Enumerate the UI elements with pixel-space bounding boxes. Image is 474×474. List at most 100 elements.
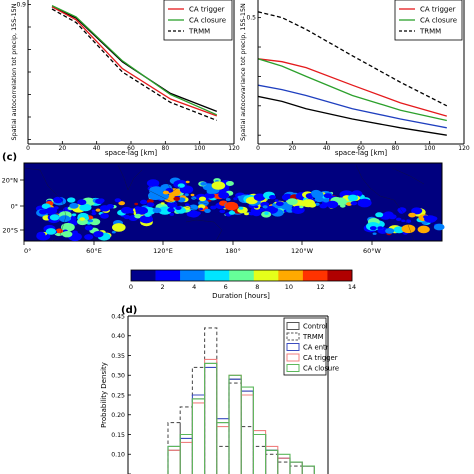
map-blob-309	[190, 193, 195, 197]
map-blob-86	[79, 217, 85, 221]
map-blob-280	[323, 193, 332, 199]
map-blob-78	[88, 219, 94, 223]
colorbar-segment-3	[204, 270, 230, 281]
panel-b-series-line-1	[258, 84, 447, 129]
map-blob-368	[421, 221, 427, 225]
map-blob-155	[167, 201, 178, 208]
panel-c-xtick-label-2: 120°E	[153, 247, 173, 255]
map-blob-339	[417, 225, 430, 234]
map-blob-354	[375, 212, 384, 218]
colorbar-frame	[130, 269, 353, 282]
map-blob-84	[139, 215, 153, 224]
panel-b-legend-label-2: CA trigger	[420, 6, 456, 14]
panel-d-legend: Control TRMM CA entr CA trigger CA closure	[283, 317, 339, 376]
panel-b-xticks: 0 20 40 60 80 100 120	[256, 141, 470, 152]
panel-a-lines	[51, 5, 218, 122]
colorbar-segment-2	[180, 270, 205, 281]
colorbar-tick-label-5: 10	[285, 283, 293, 291]
map-blob-310	[205, 193, 215, 199]
panel-d-legend-label-3: CA trigger	[303, 354, 338, 362]
panel-a-series-line-0	[51, 6, 218, 113]
map-blob-62	[95, 198, 104, 204]
map-blob-390	[45, 228, 57, 235]
panel-d-ytick-label-3: 0.20	[111, 412, 125, 419]
map-blob-177	[258, 208, 265, 212]
map-blob-253	[346, 202, 353, 206]
panel-b-xtick-label-4: 80	[392, 145, 400, 152]
map-blob-206	[252, 210, 261, 217]
map-blob-32	[95, 208, 101, 212]
map-blob-148	[186, 211, 195, 217]
map-blob-288	[347, 194, 359, 201]
panel-c-xtick-label-4: 120°W	[291, 247, 314, 255]
panel-a-legend-label-1: CA trigger	[189, 6, 225, 14]
panel-a-xtick-label-1: 20	[59, 145, 67, 152]
panel-d-step-series-1	[167, 327, 315, 474]
map-blob-0	[91, 211, 97, 216]
panel-c-coastlines	[23, 164, 425, 242]
panel-a-legend-entries: CA trigger CA closure TRMM	[168, 6, 226, 36]
panel-d-legend-swatch-2	[286, 343, 300, 351]
panel-d-legend-label-2: CA entr	[303, 344, 329, 352]
colorbar-segment-6	[278, 270, 304, 281]
map-blob-88	[77, 199, 87, 206]
panel-c-xtick-label-3: 180°	[225, 247, 241, 255]
map-blob-189	[204, 208, 211, 213]
panel-c-ytick-label-0: 20°N	[2, 177, 19, 185]
panel-b-series-line-2	[258, 58, 447, 117]
map-blob-210	[264, 211, 269, 215]
panel-b-xlabel: space-lag [km]	[335, 149, 388, 157]
map-blob-52	[49, 214, 60, 221]
map-blob-386	[111, 231, 116, 234]
panel-c-colorbar: 0 2 4 6 8 10 12 14 Duration [hours]	[129, 269, 356, 300]
map-blob-73	[140, 199, 148, 205]
map-blob-69	[71, 213, 77, 217]
map-blob-82	[39, 209, 48, 215]
map-blob-65	[91, 209, 96, 213]
map-blob-374	[84, 225, 93, 231]
map-blob-366	[385, 228, 395, 234]
map-blob-14	[118, 201, 125, 206]
colorbar-segment-0	[131, 270, 156, 281]
colorbar-ticks: 0 2 4 6 8 10 12 14	[129, 283, 356, 291]
map-blob-63	[69, 202, 79, 209]
panel-d-ylabel: Probability Density	[100, 362, 108, 428]
panel-c-xticks: 0° 60°E 120°E 180° 120°W 60°W	[23, 241, 382, 255]
map-blob-229	[219, 209, 226, 214]
colorbar-segment-1	[155, 270, 181, 281]
map-blob-83	[121, 206, 132, 214]
panel-b-xtick-label-5: 100	[424, 145, 436, 152]
panel-a-series-line-1	[51, 6, 218, 117]
map-blob-367	[424, 215, 437, 223]
panel-d-ytick-label-7: 0.40	[111, 333, 125, 340]
map-blob-391	[61, 231, 73, 238]
panel-a-legend-label-3: TRMM	[188, 28, 210, 36]
map-blob-212	[267, 208, 272, 211]
map-blob-227	[173, 196, 180, 201]
panel-a-xtick-label-5: 100	[194, 145, 206, 152]
panel-d-steps	[167, 327, 315, 474]
panel-c-label: (c)	[2, 152, 17, 163]
map-blob-64	[100, 213, 109, 219]
panel-a-ylabel: Spatial autocorrelation tot precip, 15S-…	[10, 3, 18, 140]
panel-d-ytick-label-2: 0.15	[111, 432, 125, 439]
panel-d-legend-entries: Control TRMM CA entr CA trigger CA closure	[286, 322, 339, 373]
panel-b-ylabel: Spatial autocovariance tot precip, 15S-1…	[239, 3, 247, 141]
map-blob-71	[114, 198, 122, 203]
map-blob-358	[408, 212, 416, 218]
panel-b-series-line-3	[258, 58, 447, 122]
map-blob-145	[152, 207, 162, 214]
map-blob-392	[93, 231, 104, 238]
panel-a-xtick-label-3: 60	[127, 145, 135, 152]
panel-b-legend-label-3: CA closure	[420, 17, 457, 25]
panel-b-series-line-4	[258, 11, 448, 107]
colorbar-tick-label-7: 14	[348, 283, 356, 291]
map-blob-319	[184, 193, 189, 197]
panel-d-legend-label-0: Control	[303, 323, 328, 331]
map-blob-60	[134, 206, 141, 211]
panel-d-step-series-4	[167, 362, 315, 474]
panel-b-legend-label-4: TRMM	[419, 28, 441, 36]
map-blob-133	[197, 204, 206, 209]
map-blob-322	[211, 181, 226, 190]
map-blob-152	[225, 198, 231, 201]
